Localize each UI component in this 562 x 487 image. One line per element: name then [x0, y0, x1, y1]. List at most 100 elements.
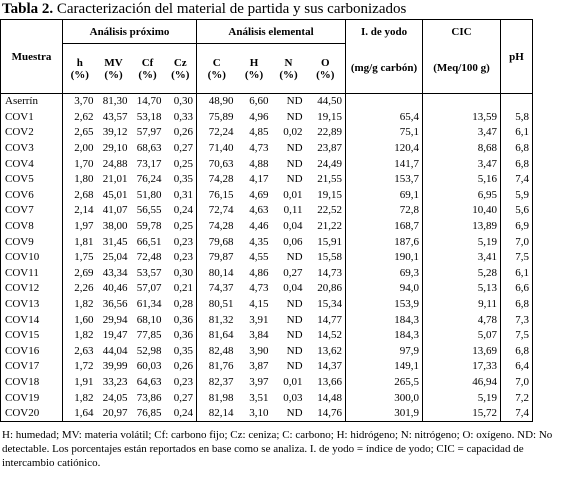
- value-cell: 0,01: [283, 188, 303, 201]
- value-cell: 39,99: [102, 360, 128, 373]
- sample-name: COV18: [5, 375, 40, 388]
- value-cell: 76,24: [136, 173, 162, 186]
- value-cell: 0,11: [283, 204, 303, 217]
- subheader-name: N: [284, 56, 293, 69]
- value-cell: 25,04: [102, 251, 128, 264]
- subheader-unit: (%): [138, 68, 157, 81]
- value-cell: 1,72: [62, 359, 97, 375]
- subheader-cell: H (%): [236, 43, 272, 94]
- value-cell: 0,27: [283, 266, 303, 279]
- value-cell: 4,86: [249, 266, 269, 279]
- value-cell: 15,72: [422, 405, 501, 422]
- value-cell: 5,13: [422, 281, 501, 297]
- table-row: COV14 1,60 29,94 68,10 0,36 81,32 3,91 ND 14,77 1…: [1, 312, 533, 328]
- value-cell: 69,3: [345, 265, 423, 282]
- value-cell: 6,95: [422, 187, 501, 204]
- subheader-name: H: [249, 56, 259, 69]
- value-cell: 13,62: [317, 344, 343, 357]
- value-cell: 94,0: [345, 281, 423, 297]
- value-cell: 33,23: [102, 375, 128, 388]
- value-cell: 20,86: [317, 282, 343, 295]
- subheader-name: MV: [104, 56, 123, 69]
- value-cell: 4,73: [249, 142, 269, 155]
- value-cell: 76,15: [196, 187, 237, 204]
- value-cell: 14,73: [317, 266, 343, 279]
- sample-name: Aserrín: [5, 95, 38, 108]
- table-row: COV7 2,14 41,07 56,55 0,24 72,74 4,63 0,11 22,52…: [1, 203, 533, 219]
- value-cell: 0,36: [173, 329, 194, 342]
- sample-name: COV11: [5, 266, 39, 279]
- value-cell: 48,90: [196, 93, 237, 110]
- value-cell: 4,15: [249, 298, 269, 311]
- value-cell: 76,85: [136, 407, 162, 420]
- value-cell: 82,14: [196, 405, 237, 422]
- value-cell: 80,51: [196, 296, 237, 313]
- value-cell: 81,76: [196, 359, 237, 375]
- table-row: COV9 1,81 31,45 66,51 0,23 79,68 4,35 0,06 15,91…: [1, 234, 533, 250]
- subheader-name: h: [76, 56, 83, 69]
- value-cell: 0,27: [173, 391, 194, 404]
- value-cell: 66,51: [136, 235, 162, 248]
- subheader-unit: (%): [244, 68, 264, 81]
- subheader-cell: N (%): [271, 43, 306, 94]
- value-cell: 21,55: [317, 173, 343, 186]
- value-cell: 19,15: [317, 110, 343, 123]
- value-cell: 13,69: [422, 343, 501, 360]
- subheader-cell: O (%): [305, 43, 346, 94]
- value-cell: 168,7: [345, 218, 423, 235]
- value-cell: 3,10: [249, 407, 269, 420]
- value-cell: 4,35: [249, 235, 269, 248]
- empty-cell: [500, 93, 533, 110]
- value-cell: 73,17: [136, 157, 162, 170]
- subheader-unit: (%): [207, 68, 226, 81]
- value-cell: 74,28: [196, 218, 237, 235]
- value-cell: 52,98: [136, 344, 162, 357]
- value-cell: 29,10: [102, 142, 128, 155]
- table-row: Aserrín 3,70 81,30 14,70 0,30 48,90 6,60 ND 44,5…: [1, 93, 533, 110]
- value-cell: 3,87: [249, 360, 269, 373]
- value-cell: 24,49: [317, 157, 343, 170]
- value-cell: 21,01: [102, 173, 128, 186]
- value-cell: 0,36: [173, 313, 194, 326]
- value-cell: 3,84: [249, 329, 269, 342]
- value-cell: ND: [286, 407, 303, 420]
- value-cell: 0,31: [173, 188, 194, 201]
- value-cell: 82,48: [196, 343, 237, 360]
- table-row: COV6 2,68 45,01 51,80 0,31 76,15 4,69 0,01 19,15…: [1, 187, 533, 204]
- table-row: COV3 2,00 29,10 68,63 0,27 71,40 4,73 ND 23,87 12…: [1, 140, 533, 157]
- value-cell: 3,47: [422, 125, 501, 141]
- value-cell: 0,24: [173, 407, 194, 420]
- value-cell: 72,48: [136, 251, 162, 264]
- value-cell: ND: [286, 251, 303, 264]
- value-cell: 0,27: [173, 142, 194, 155]
- value-cell: 5,8: [500, 109, 533, 126]
- subheader-unit: (%): [279, 68, 298, 81]
- header-iodine: I. de yodo: [345, 19, 423, 44]
- value-cell: 14,70: [136, 95, 162, 108]
- value-cell: ND: [286, 157, 303, 170]
- value-cell: 0,30: [173, 266, 194, 279]
- value-cell: 1,97: [62, 218, 97, 235]
- value-cell: 44,04: [102, 344, 128, 357]
- value-cell: ND: [286, 110, 303, 123]
- value-cell: 265,5: [345, 374, 423, 391]
- subheader-name: Cz: [173, 56, 187, 69]
- value-cell: 4,63: [249, 204, 269, 217]
- value-cell: 75,1: [345, 125, 423, 141]
- value-cell: 97,9: [345, 343, 423, 360]
- sample-name: COV2: [5, 126, 34, 139]
- value-cell: 0,25: [173, 157, 194, 170]
- value-cell: 1,70: [62, 156, 97, 172]
- value-cell: 120,4: [345, 140, 423, 157]
- table-row: COV17 1,72 39,99 60,03 0,26 81,76 3,87 ND 14,37 1…: [1, 359, 533, 375]
- subheader-unit: (Meq/100 g): [433, 62, 490, 75]
- sample-name: COV19: [5, 391, 40, 404]
- header-sample: Muestra: [0, 19, 63, 94]
- value-cell: 3,47: [422, 156, 501, 172]
- value-cell: 301,9: [345, 405, 423, 422]
- value-cell: 2,26: [62, 281, 97, 297]
- value-cell: 6,8: [500, 296, 533, 313]
- value-cell: 77,85: [136, 329, 162, 342]
- value-cell: 5,16: [422, 171, 501, 188]
- value-cell: 13,89: [422, 218, 501, 235]
